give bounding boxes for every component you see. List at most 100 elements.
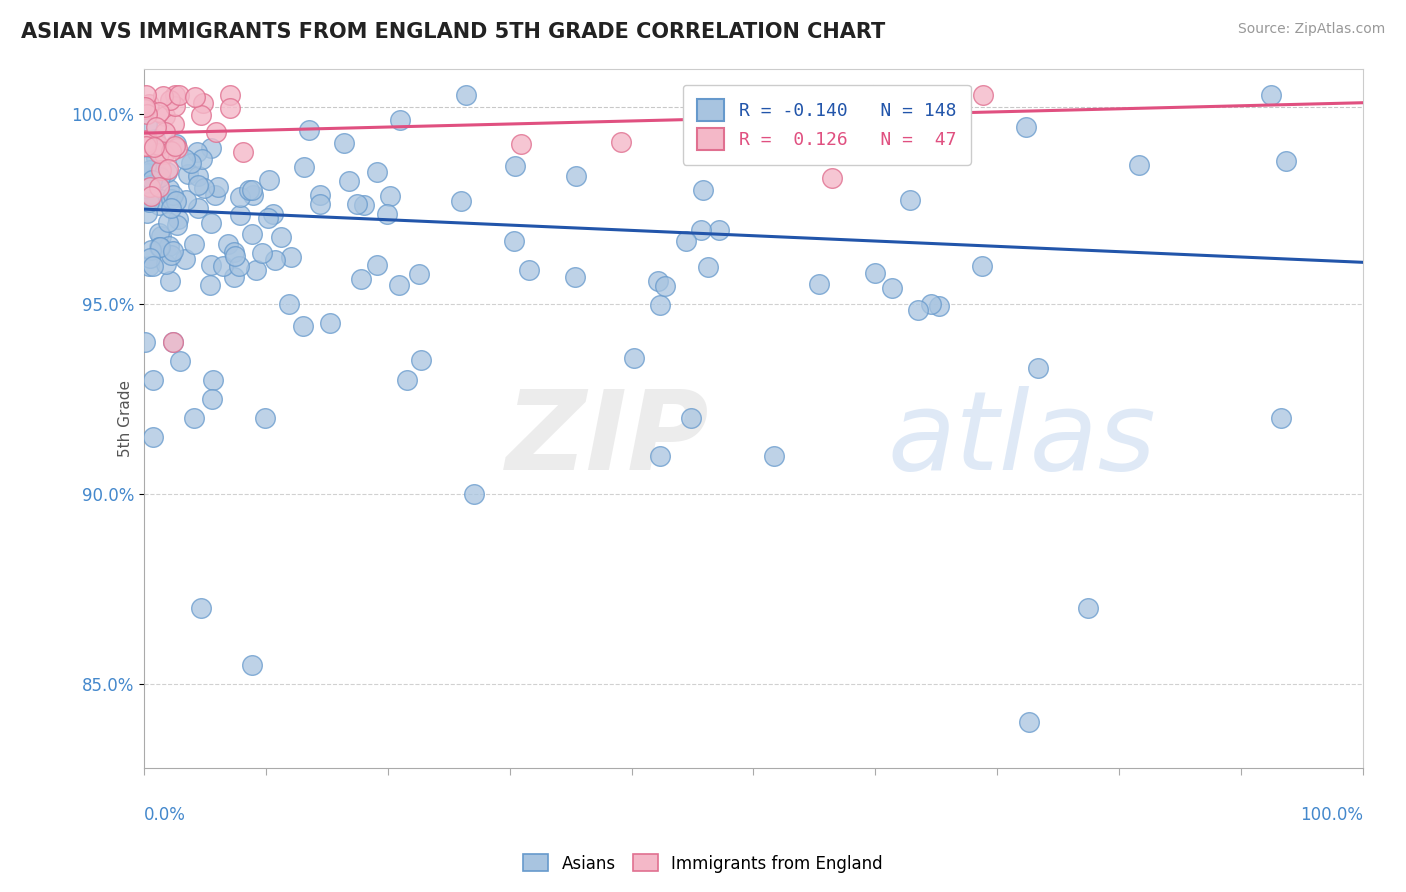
Point [389,113,412,128]
Point [333,136,356,151]
Point [509,136,531,151]
Point [162,187,184,202]
Point [222,244,245,259]
Point [228,259,250,273]
Point [135,117,157,131]
Point [972,88,994,103]
Text: atlas: atlas [887,385,1156,492]
Point [972,259,994,273]
Point [138,195,160,210]
Point [298,123,321,137]
Point [162,244,184,258]
Point [149,170,172,185]
Point [697,260,720,274]
Point [262,207,284,221]
Point [142,430,165,444]
Point [564,269,586,284]
Point [167,212,190,227]
Point [380,189,402,203]
Point [907,303,929,318]
Point [450,194,472,208]
Point [191,152,214,166]
Point [240,658,263,673]
Point [180,156,202,170]
Point [139,243,162,257]
Point [145,169,167,183]
Point [337,173,360,187]
Point [207,179,229,194]
Point [647,275,669,289]
Point [278,297,301,311]
Point [138,251,160,265]
Point [204,125,226,139]
Point [134,180,156,194]
Point [1018,715,1040,730]
Point [245,263,267,277]
Point [679,411,702,425]
Point [156,165,179,179]
Point [409,352,432,367]
Point [150,228,173,243]
Point [257,173,280,187]
Point [263,252,285,267]
Point [148,138,170,153]
Point [648,449,671,463]
Text: 0.0%: 0.0% [143,806,186,824]
Point [160,248,183,262]
Point [217,236,239,251]
Point [148,105,170,120]
Point [169,354,191,368]
Point [162,335,184,350]
Point [821,170,844,185]
Point [648,298,671,312]
Point [165,137,187,152]
Point [146,167,169,181]
Point [224,249,246,263]
Legend: Asians, Immigrants from England: Asians, Immigrants from England [517,847,889,880]
Point [159,93,181,107]
Point [377,207,399,221]
Point [148,146,170,161]
Point [148,180,170,194]
Point [253,411,276,425]
Point [183,236,205,251]
Point [141,173,163,187]
Point [190,601,212,615]
Point [186,145,208,159]
Point [654,279,676,293]
Point [143,140,166,154]
Point [190,108,212,122]
Point [136,136,159,150]
Point [136,206,159,220]
Point [148,240,170,254]
Text: Source: ZipAtlas.com: Source: ZipAtlas.com [1237,22,1385,37]
Text: 100.0%: 100.0% [1301,806,1362,824]
Point [134,99,156,113]
Point [252,246,274,260]
Point [159,274,181,288]
Point [159,144,181,158]
Point [388,278,411,293]
Point [609,135,631,149]
Point [142,373,165,387]
Point [366,258,388,272]
Point [1275,153,1298,168]
Point [308,197,330,211]
Point [138,97,160,112]
Point [707,223,730,237]
Point [139,189,162,203]
Point [675,234,697,248]
Point [198,278,221,293]
Point [886,116,908,130]
Point [920,297,942,311]
Point [177,167,200,181]
Point [319,316,342,330]
Point [157,181,180,195]
Point [136,194,159,208]
Point [135,133,157,147]
Point [232,145,254,159]
Point [149,240,172,254]
Point [346,196,368,211]
Point [134,139,156,153]
Point [928,299,950,313]
